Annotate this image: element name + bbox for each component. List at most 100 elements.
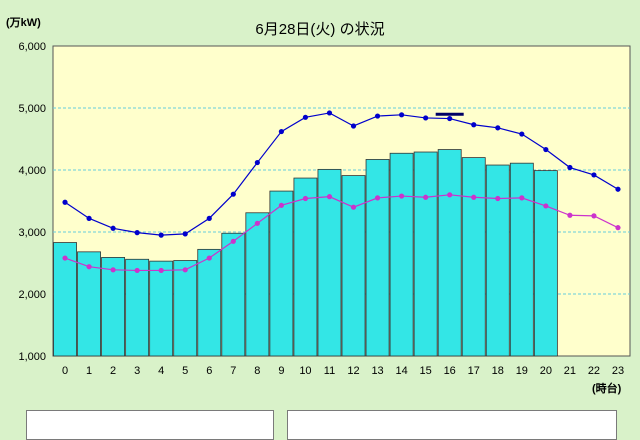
series-point <box>134 267 140 274</box>
series-point <box>471 122 477 128</box>
series-point <box>591 172 597 178</box>
bar <box>317 168 342 357</box>
bar <box>197 248 222 357</box>
series-point <box>374 195 381 201</box>
x-tick-label: 9 <box>278 365 284 377</box>
series-point <box>423 115 429 121</box>
bar <box>269 190 294 357</box>
bar <box>365 159 390 357</box>
series-point <box>278 128 284 135</box>
x-tick-label: 3 <box>134 365 140 377</box>
series-line <box>64 194 619 272</box>
series-line <box>64 112 619 236</box>
x-tick-label: 22 <box>588 365 600 377</box>
series-point <box>326 110 333 116</box>
bar <box>485 164 510 357</box>
bar <box>533 170 558 357</box>
x-tick-label: 15 <box>420 365 432 377</box>
series-point <box>110 225 116 231</box>
series-point <box>134 230 140 236</box>
series-point <box>615 225 621 231</box>
series-point <box>158 267 164 274</box>
gridlines <box>53 107 630 295</box>
series-point <box>374 113 381 119</box>
x-tick-label: 4 <box>158 365 164 377</box>
series-point <box>399 193 405 199</box>
x-tick-label: 1 <box>86 365 92 377</box>
x-axis-unit: (時台) <box>592 381 622 395</box>
y-tick-label: 6,000 <box>18 41 46 53</box>
series-point <box>471 194 477 200</box>
bar <box>101 257 126 357</box>
line-series <box>62 110 621 274</box>
y-axis-unit: (万kW) <box>6 16 41 29</box>
bar <box>293 177 318 357</box>
x-tick-label: 23 <box>612 365 624 377</box>
series-point <box>350 123 357 129</box>
x-tick-label: 11 <box>324 365 335 377</box>
x-tick-label: 13 <box>371 365 383 377</box>
series-point <box>62 199 68 205</box>
series-point <box>254 220 260 226</box>
series-point <box>326 194 333 200</box>
series-point <box>86 215 92 221</box>
series-point <box>399 112 405 118</box>
x-tick-label: 7 <box>230 365 236 377</box>
x-tick-label: 18 <box>492 365 504 377</box>
series-point <box>86 264 92 270</box>
bar <box>437 149 462 357</box>
bar <box>509 162 534 357</box>
plot-area <box>52 45 631 357</box>
series-point <box>254 159 260 166</box>
series-point <box>495 195 501 202</box>
x-tick-label: 12 <box>347 365 359 377</box>
bar <box>125 258 150 357</box>
x-tick-label: 21 <box>564 365 576 377</box>
info-panel-left <box>26 410 274 440</box>
series-point <box>591 213 597 219</box>
bar <box>389 152 414 357</box>
bar <box>461 157 486 357</box>
series-point <box>567 212 573 218</box>
y-axis-ticks: 1,000 2,000 3,000 4,000 5,000 6,000 <box>18 41 46 363</box>
y-tick-label: 3,000 <box>18 227 46 239</box>
chart-title: 6月28日(火) の状況 <box>255 21 384 38</box>
series-point <box>519 131 525 137</box>
series-point <box>447 115 453 122</box>
x-tick-label: 16 <box>444 365 456 377</box>
series-point <box>615 186 621 192</box>
bar <box>149 260 174 357</box>
x-tick-label: 14 <box>395 365 407 377</box>
bar <box>341 175 366 357</box>
bar <box>53 242 77 357</box>
x-tick-label: 19 <box>516 365 528 377</box>
series-point <box>567 164 573 171</box>
y-tick-label: 5,000 <box>18 103 46 115</box>
x-tick-label: 2 <box>110 365 116 377</box>
series-point <box>182 267 188 273</box>
series-point <box>278 202 284 208</box>
x-axis-ticks: 0 1 2 3 4 5 6 7 8 9 10 11 12 13 14 15 16 17 18 19 20 21 22 23 <box>62 365 624 377</box>
series-point <box>495 125 501 131</box>
info-panel-right <box>287 410 617 440</box>
x-tick-label: 10 <box>299 365 311 377</box>
series-point <box>62 255 68 261</box>
bar <box>413 151 438 357</box>
x-tick-label: 5 <box>182 365 188 377</box>
bar <box>245 212 270 357</box>
x-tick-label: 0 <box>62 365 68 377</box>
series-point <box>206 255 212 261</box>
series-point <box>302 195 309 202</box>
series-point <box>230 238 236 244</box>
series-point <box>302 114 309 120</box>
x-tick-label: 17 <box>468 365 480 377</box>
series-point <box>182 231 188 237</box>
series-point <box>230 191 236 197</box>
series-point <box>543 146 549 153</box>
y-tick-label: 4,000 <box>18 165 46 177</box>
x-tick-label: 20 <box>540 365 552 377</box>
series-point <box>350 204 357 210</box>
x-tick-label: 8 <box>254 365 260 377</box>
series-point <box>543 203 549 209</box>
